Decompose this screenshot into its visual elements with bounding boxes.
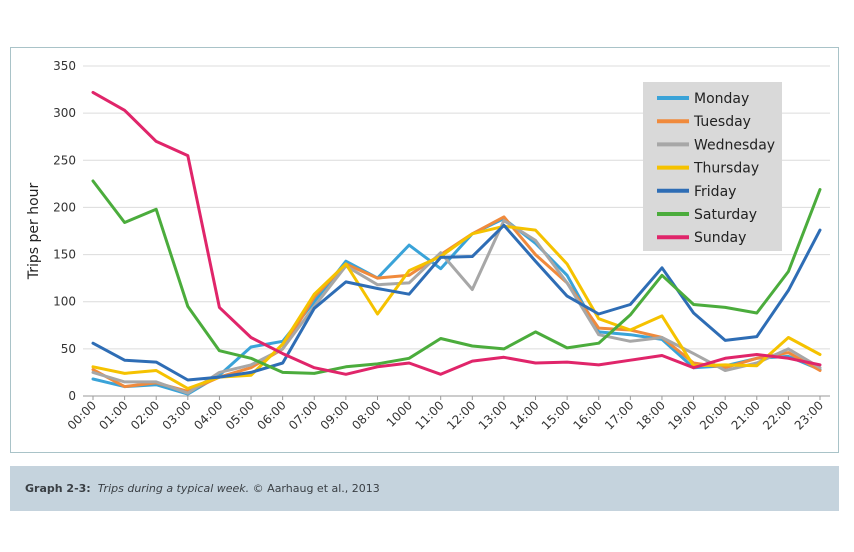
x-tick-label: 1000 — [384, 398, 415, 429]
x-tick-label: 04:00 — [191, 398, 225, 432]
x-tick-label: 12:00 — [444, 398, 478, 432]
caption-label: Graph 2-3: — [25, 482, 91, 495]
series-line-wednesday — [91, 219, 822, 395]
y-tick-label: 250 — [53, 153, 76, 167]
x-tick-label: 02:00 — [128, 398, 162, 432]
x-tick-label: 14:00 — [507, 398, 541, 432]
series-line-friday — [91, 223, 822, 382]
x-tick-label: 16:00 — [570, 398, 604, 432]
x-tick-label: 07:00 — [286, 398, 320, 432]
x-tick-label: 19:00 — [665, 398, 699, 432]
caption-credit: © Aarhaug et al., 2013 — [252, 482, 380, 495]
x-tick-label: 22:00 — [760, 398, 794, 432]
y-tick-label: 350 — [53, 59, 76, 73]
x-tick-label: 15:00 — [539, 398, 573, 432]
series-line-saturday — [91, 179, 822, 375]
series-line-sunday — [91, 90, 822, 376]
legend-label: Wednesday — [694, 137, 775, 153]
x-tick-label: 01:00 — [96, 398, 130, 432]
caption-title: Trips during a typical week. — [97, 482, 250, 495]
y-tick-label: 0 — [68, 389, 76, 403]
y-axis-label: Trips per hour — [26, 182, 42, 280]
x-tick-label: 11:00 — [412, 398, 446, 432]
legend-label: Thursday — [693, 161, 759, 177]
legend-label: Friday — [694, 184, 736, 200]
x-tick-label: 23:00 — [792, 398, 826, 432]
legend-label: Sunday — [694, 230, 746, 246]
x-tick-label: 21:00 — [729, 398, 763, 432]
x-tick-label: 06:00 — [254, 398, 288, 432]
figure-caption: Graph 2-3: Trips during a typical week. … — [10, 466, 839, 511]
x-tick-label: 18:00 — [634, 398, 668, 432]
y-tick-label: 50 — [61, 342, 76, 356]
line-chart: 0 50 100 150 200 250 300 350 Trips per hour 00:00… — [26, 59, 830, 433]
chart-frame: 0 50 100 150 200 250 300 350 Trips per hour 00:00… — [10, 47, 839, 453]
x-tick-label: 05:00 — [223, 398, 257, 432]
x-tick-label: 17:00 — [602, 398, 636, 432]
y-tick-label: 100 — [53, 295, 76, 309]
x-tick-label: 13:00 — [476, 398, 510, 432]
x-tick-label: 20:00 — [697, 398, 731, 432]
legend-label: Tuesday — [693, 114, 751, 130]
y-tick-label: 300 — [53, 106, 76, 120]
legend-label: Saturday — [694, 207, 757, 223]
y-tick-label: 150 — [53, 248, 76, 262]
x-tick-label: 00:00 — [65, 398, 99, 432]
x-tick-label: 08:00 — [349, 398, 383, 432]
x-tick-label: 03:00 — [160, 398, 194, 432]
y-tick-label: 200 — [53, 200, 76, 214]
legend-label: Monday — [694, 91, 749, 107]
x-tick-label: 09:00 — [318, 398, 352, 432]
